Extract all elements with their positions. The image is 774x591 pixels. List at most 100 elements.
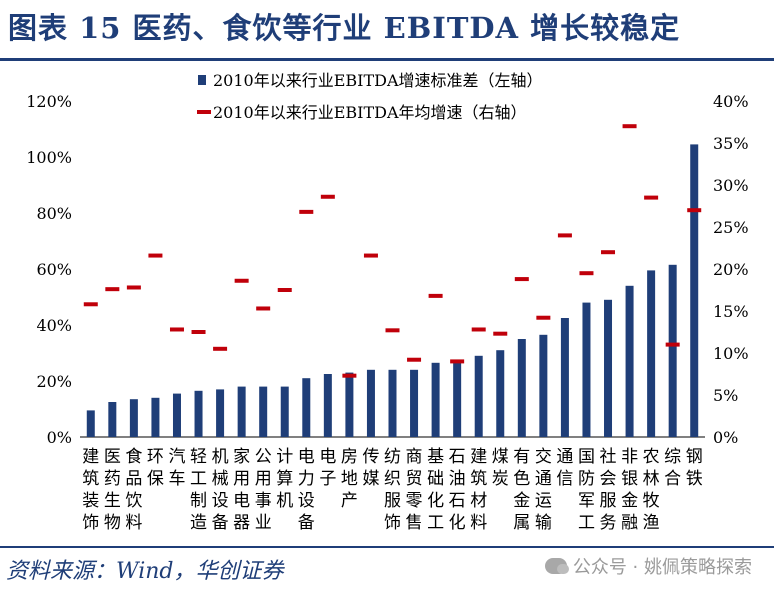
legend: 2010年以来行业EBITDA增速标准差（左轴） 2010年以来行业EBITDA年… [197, 71, 543, 122]
bar [280, 386, 289, 437]
bar [474, 355, 483, 437]
category-label: 基础化工 [427, 447, 444, 533]
category-label: 非银金融 [621, 447, 638, 533]
marker-point [213, 346, 228, 351]
category-label: 家用电器 [233, 447, 250, 533]
category-label: 轻工制造 [190, 447, 207, 533]
category-label: 汽车 [168, 447, 185, 489]
marker-point [579, 271, 594, 276]
bar [668, 264, 677, 437]
title-divider [0, 58, 774, 61]
bar [366, 369, 375, 437]
right-axis-tick-label: 10% [713, 344, 749, 363]
category-label: 纺织服饰 [384, 447, 401, 533]
bar [517, 339, 526, 437]
bar [237, 386, 246, 437]
bar [690, 144, 699, 437]
marker-point [536, 315, 551, 320]
marker-point [320, 194, 335, 199]
wechat-icon [544, 558, 569, 574]
watermark: 公众号 · 姚佩策略探索 [544, 553, 752, 579]
right-axis-tick-label: 20% [713, 260, 749, 279]
category-label: 煤炭 [492, 447, 509, 489]
bar [216, 389, 225, 437]
legend-marker-label: 2010年以来行业EBITDA年均增速（右轴） [213, 103, 527, 122]
left-axis-tick-label: 80% [36, 204, 72, 223]
marker-point [83, 302, 98, 307]
category-label: 通信 [556, 447, 573, 489]
footer-divider [0, 546, 774, 548]
marker-point [450, 359, 465, 364]
right-axis-tick-label: 40% [713, 92, 749, 111]
category-label: 传媒 [362, 447, 379, 489]
category-label: 有色金属 [513, 447, 530, 533]
category-label: 建筑材料 [470, 447, 487, 533]
legend-marker-swatch [197, 110, 211, 114]
marker-point [342, 373, 357, 378]
marker-point [471, 327, 486, 332]
marker-point [428, 293, 443, 298]
category-label: 电力设备 [298, 447, 315, 533]
category-label: 交通运输 [535, 447, 552, 533]
bar [172, 393, 181, 437]
category-label: 建筑装饰 [82, 447, 99, 533]
bar [108, 402, 117, 437]
marker-point [277, 288, 292, 292]
bar [129, 399, 138, 437]
bar [560, 318, 569, 437]
bar [302, 378, 311, 437]
bar [539, 334, 548, 437]
bar [496, 350, 505, 437]
marker-point [601, 250, 616, 255]
bar-series [86, 144, 699, 437]
watermark-text: 公众号 · 姚佩策略探索 [572, 557, 752, 578]
bar [604, 299, 613, 437]
category-label: 钢铁 [686, 447, 703, 489]
source-note: 资料来源：Wind，华创证券 [6, 559, 284, 584]
bar [453, 361, 462, 437]
left-axis-tick-label: 0% [47, 428, 72, 447]
marker-point [385, 328, 400, 333]
right-axis-tick-label: 30% [713, 176, 749, 195]
category-label: 计算机 [276, 447, 293, 511]
marker-point [687, 208, 702, 213]
bar [410, 369, 419, 437]
right-axis-tick-label: 25% [713, 218, 749, 237]
marker-point [191, 330, 206, 334]
marker-series [83, 124, 702, 378]
legend-bar-swatch [198, 75, 206, 85]
category-label: 国防军工 [578, 447, 595, 533]
right-axis-tick-label: 0% [713, 428, 738, 447]
marker-point [256, 306, 271, 311]
left-axis-tick-label: 60% [36, 260, 72, 279]
bar [388, 369, 397, 437]
category-label: 电子 [319, 447, 336, 489]
category-labels: 建筑装饰医药生物食品饮料环保汽车轻工制造机械设备家用电器公用事业计算机电力设备电… [82, 447, 702, 533]
bar-line-chart: 0% 20% 40% 60% 80% 100% 120% 0% 5% 10% 15% 20% 25% 30… [26, 71, 748, 533]
bar [151, 397, 160, 437]
category-label: 商贸零售 [406, 447, 423, 533]
bar [647, 270, 656, 437]
bar [259, 386, 268, 437]
bar [431, 362, 440, 437]
marker-point [299, 209, 314, 214]
bar [86, 410, 95, 437]
right-axis-tick-label: 35% [713, 134, 749, 153]
right-axis-tick-label: 5% [713, 386, 738, 405]
axes: 0% 20% 40% 60% 80% 100% 120% 0% 5% 10% 15% 20% 25% 30… [26, 92, 748, 447]
marker-point [493, 331, 508, 336]
marker-point [557, 233, 572, 238]
marker-point [126, 285, 141, 290]
category-label: 石油石化 [449, 447, 466, 533]
marker-point [407, 357, 422, 362]
marker-point [644, 195, 659, 200]
bar [582, 302, 591, 437]
category-label: 农林牧渔 [643, 447, 660, 533]
category-label: 社会服务 [600, 447, 617, 533]
left-axis-tick-label: 120% [26, 92, 72, 111]
category-label: 机械设备 [212, 447, 229, 533]
category-label: 医药生物 [104, 447, 121, 533]
category-label: 公用事业 [255, 447, 272, 533]
marker-point [665, 342, 680, 347]
bar [345, 372, 354, 437]
